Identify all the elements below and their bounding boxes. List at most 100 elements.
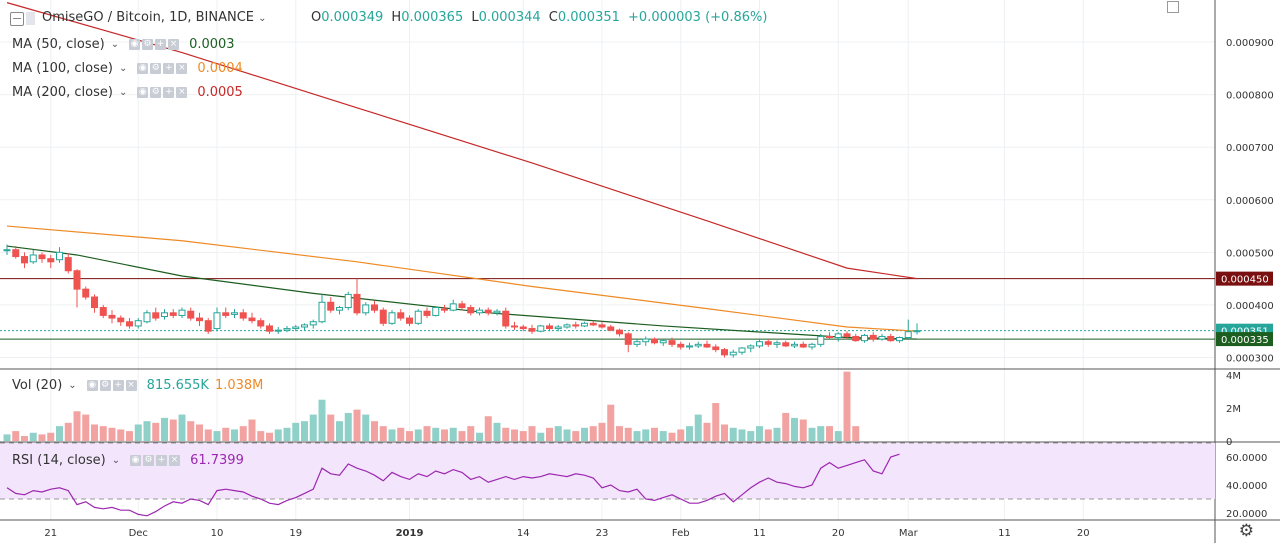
volume-bar [493,422,501,441]
volume-bar [773,427,781,441]
candle [642,338,650,343]
candle [764,341,772,345]
candle [196,317,203,322]
candle [432,307,440,316]
volume-bar [721,424,728,441]
collapse-icon[interactable] [10,12,24,26]
candle [537,325,545,332]
candle [817,335,825,345]
indicator-controls[interactable]: ◉ ⚙ + × [86,379,137,391]
eye-icon: ◉ [86,379,98,391]
candle [344,293,352,309]
volume-bar [432,427,440,441]
volume-label[interactable]: Vol (20) [12,377,63,393]
eye-icon: ◉ [129,38,141,50]
candle [799,343,807,348]
volume-bar [292,422,300,441]
candle [519,326,527,330]
volume-bar [729,427,737,441]
more-icon: + [112,379,124,391]
price-tick-label: 0.000500 [1226,248,1274,259]
volume-tick-label: 2M [1226,404,1241,415]
candle [21,256,28,264]
candle [3,249,11,252]
candle [467,307,475,314]
volume-bar [659,431,667,441]
volume-bar [3,434,11,441]
candle [598,324,606,328]
maximize-icon[interactable] [1167,1,1179,13]
candle [843,333,851,337]
candle [441,308,448,311]
indicator-ma100[interactable]: MA (100, close) ⌄ ◉ ⚙ + × 0.0004 [12,59,243,77]
eye-icon: ◉ [137,86,149,98]
candle [773,342,781,345]
volume-bar [64,422,72,441]
volume-legend[interactable]: Vol (20) ⌄ ◉ ⚙ + × 815.655K 1.038M [12,376,263,394]
indicator-ma200[interactable]: MA (200, close) ⌄ ◉ ⚙ + × 0.0005 [12,83,243,101]
indicator-label[interactable]: MA (200, close) [12,84,113,100]
indicator-label[interactable]: MA (100, close) [12,60,113,76]
gear-icon[interactable]: ⚙ [1238,521,1254,541]
volume-bar [738,429,746,441]
candle [161,312,168,317]
candle [616,329,623,335]
volume-bar [406,431,413,441]
candle [12,249,20,258]
rsi-legend[interactable]: RSI (14, close) ⌄ ◉ ⚙ + × 61.7399 [12,451,244,469]
volume-bar [852,426,860,441]
volume-bar [362,414,370,441]
settings-icon: ⚙ [99,379,111,391]
indicator-controls[interactable]: ◉ ⚙ + × [137,86,188,98]
time-tick-label: 11 [998,528,1011,539]
symbol-title-row[interactable]: OmiseGO / Bitcoin, 1D, BINANCE ⌄ [42,9,267,28]
candle [362,304,370,314]
candle [624,333,632,345]
candle [694,343,702,347]
indicator-controls[interactable]: ◉ ⚙ + × [130,454,181,466]
eye-icon: ◉ [137,62,149,74]
volume-bar [327,414,335,441]
candle [406,317,413,324]
candle [257,320,265,327]
chevron-down-icon[interactable]: ⌄ [111,454,121,466]
volume-bar [12,431,20,441]
rsi-label[interactable]: RSI (14, close) [12,452,106,468]
close-icon: × [176,86,188,98]
more-icon: + [163,62,175,74]
indicator-ma50[interactable]: MA (50, close) ⌄ ◉ ⚙ + × 0.0003 [12,35,235,53]
time-tick-label: 23 [596,528,609,539]
indicator-value: 0.0003 [189,36,235,52]
chevron-down-icon[interactable]: ⌄ [68,379,77,391]
volume-bar [388,429,396,441]
volume-bar [204,429,212,441]
chevron-down-icon[interactable]: ⌄ [118,62,128,74]
settings-icon: ⚙ [150,62,162,74]
volume-bar [624,427,632,441]
indicator-controls[interactable]: ◉ ⚙ + × [129,38,180,50]
volume-bar [38,434,46,441]
candle [178,309,186,316]
chevron-down-icon[interactable]: ⌄ [110,38,120,50]
indicator-controls[interactable]: ◉ ⚙ + × [137,62,188,74]
candle [169,312,177,316]
candle [712,346,720,351]
chevron-down-icon[interactable]: ⌄ [118,86,128,98]
volume-bar [178,414,186,441]
volume-bar [484,416,492,441]
candle [309,321,317,326]
chevron-down-icon[interactable]: ⌄ [258,13,267,24]
candle [607,326,615,331]
volume-bar [47,432,55,441]
volume-bar [379,426,387,441]
symbol-title[interactable]: OmiseGO / Bitcoin, 1D, BINANCE [42,10,255,25]
rsi-tick-label: 60.0000 [1226,453,1267,464]
volume-bar [449,427,457,441]
volume-bar [616,426,623,441]
volume-bar [117,429,125,441]
volume-bar [397,427,405,441]
candle [808,343,816,348]
indicator-label[interactable]: MA (50, close) [12,36,105,52]
ma100-line [6,225,918,332]
